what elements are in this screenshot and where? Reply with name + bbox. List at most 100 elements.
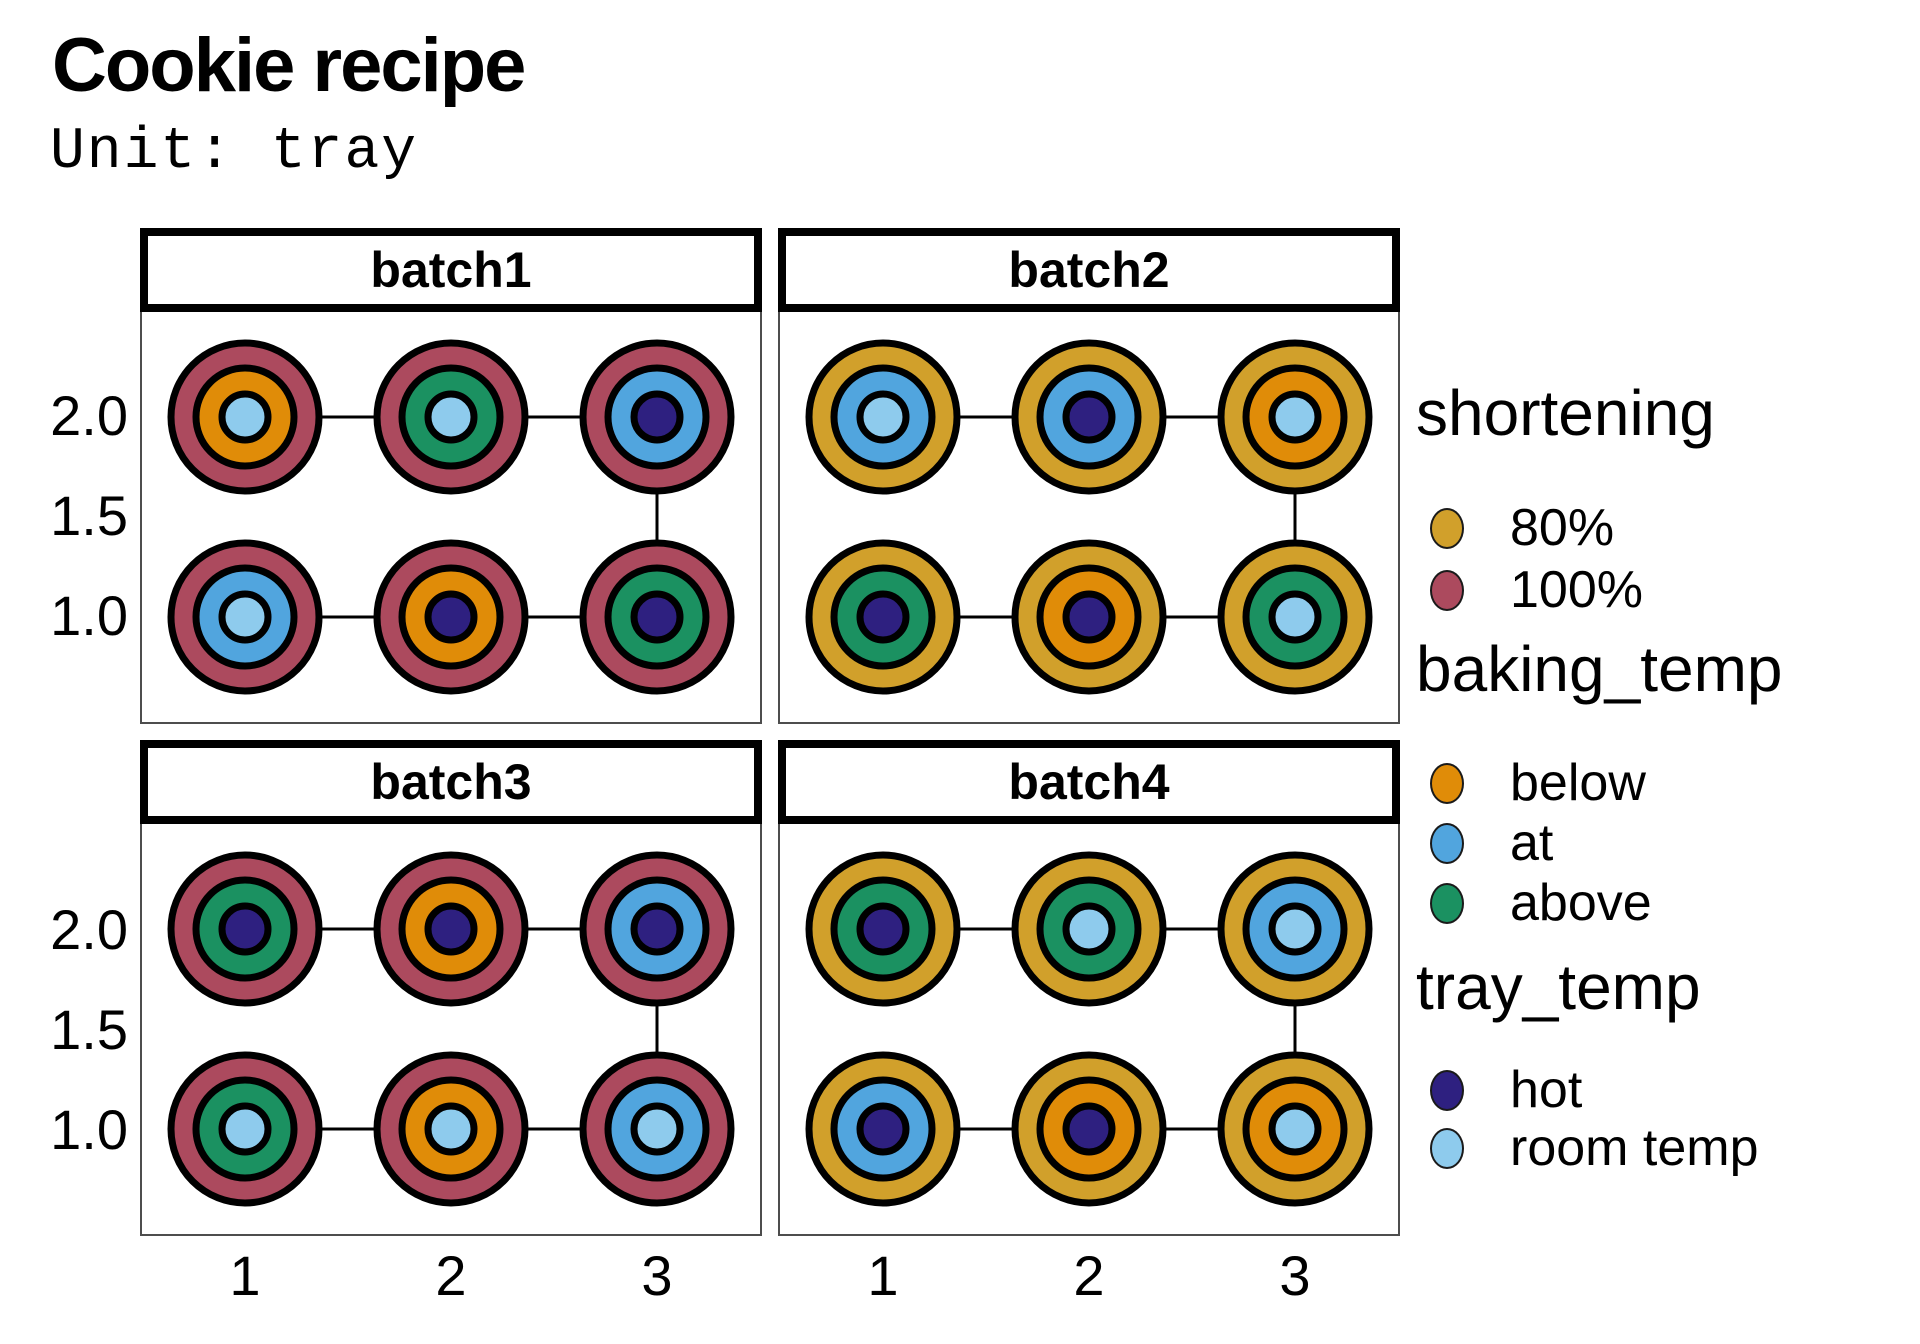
tray-temp-dot (856, 590, 910, 644)
tray-temp-dot (1268, 390, 1322, 444)
x-axis-tick-label: 1 (867, 1244, 899, 1307)
facet-strip: batch4 (778, 740, 1400, 824)
legend-item-label: room temp (1510, 1119, 1759, 1177)
design-point (167, 539, 323, 695)
tray-temp-dot (856, 390, 910, 444)
tray-temp-dot (630, 590, 684, 644)
tray-temp-dot (1062, 902, 1116, 956)
legend-color-dot (1430, 1069, 1464, 1111)
design-point (167, 339, 323, 495)
y-axis-tick-label: 2.0 (50, 898, 128, 961)
legend-item-label: 80% (1510, 499, 1615, 557)
facet-panel-batch3 (140, 824, 762, 1236)
y-axis-tick-label: 2.0 (50, 384, 128, 447)
legend-title-baking-temp: baking_temp (1416, 633, 1783, 705)
design-point (805, 339, 961, 495)
legend-color-dot (1430, 507, 1464, 549)
tray-temp-dot (856, 1102, 910, 1156)
y-axis-tick-label: 1.0 (50, 1098, 128, 1161)
legend-item: hot (1430, 1061, 1582, 1119)
tray-temp-dot (1062, 390, 1116, 444)
facet-batch4: batch4 (778, 740, 1400, 1236)
x-axis-tick-label: 2 (1073, 1244, 1105, 1307)
facet-strip-label: batch1 (370, 242, 532, 298)
design-point (373, 539, 529, 695)
design-point (1011, 851, 1167, 1007)
facet-strip: batch3 (140, 740, 762, 824)
legend-item: room temp (1430, 1119, 1759, 1177)
tray-temp-dot (424, 902, 478, 956)
x-axis-tick-label: 2 (435, 1244, 467, 1307)
facet-strip-label: batch3 (370, 754, 532, 810)
y-axis-tick-label: 1.0 (50, 584, 128, 647)
tray-temp-dot (1268, 1102, 1322, 1156)
legend-color-dot (1430, 1127, 1464, 1169)
facet-strip-label: batch4 (1008, 754, 1170, 810)
design-point (579, 539, 735, 695)
design-point (373, 851, 529, 1007)
design-point (579, 339, 735, 495)
tray-temp-dot (218, 590, 272, 644)
legend-color-dot (1430, 822, 1464, 864)
y-axis-tick-label: 1.5 (50, 998, 128, 1061)
design-point (1217, 339, 1373, 495)
tray-temp-dot (630, 1102, 684, 1156)
design-point (579, 1051, 735, 1207)
design-point (805, 539, 961, 695)
y-axis-tick-label: 1.5 (50, 484, 128, 547)
tray-temp-dot (218, 390, 272, 444)
facet-strip: batch2 (778, 228, 1400, 312)
legend-item-label: 100% (1510, 561, 1643, 619)
design-point (373, 339, 529, 495)
legend-item-label: below (1510, 754, 1646, 812)
legend-title-tray-temp: tray_temp (1416, 951, 1701, 1023)
x-axis-tick-label: 3 (1279, 1244, 1311, 1307)
legend-item: at (1430, 814, 1553, 872)
legend-item-label: above (1510, 874, 1652, 932)
tray-temp-dot (1268, 902, 1322, 956)
facet-strip-label: batch2 (1008, 242, 1170, 298)
facet-batch2: batch2 (778, 228, 1400, 724)
tray-temp-dot (424, 590, 478, 644)
design-point (1011, 1051, 1167, 1207)
chart-title: Cookie recipe (52, 23, 526, 108)
legend-item: 80% (1430, 499, 1614, 557)
facet-batch1: batch1 (140, 228, 762, 724)
tray-temp-dot (1268, 590, 1322, 644)
tray-temp-dot (1062, 590, 1116, 644)
facet-strip: batch1 (140, 228, 762, 312)
legend-item-label: at (1510, 814, 1554, 872)
tray-temp-dot (424, 1102, 478, 1156)
design-point (1217, 851, 1373, 1007)
design-point (579, 851, 735, 1007)
tray-temp-dot (424, 390, 478, 444)
tray-temp-dot (218, 1102, 272, 1156)
facet-panel-batch2 (778, 312, 1400, 724)
design-point (1011, 539, 1167, 695)
design-point (1217, 539, 1373, 695)
tray-temp-dot (218, 902, 272, 956)
facet-panel-batch1 (140, 312, 762, 724)
legend-item: below (1430, 754, 1646, 812)
legend-color-dot (1430, 569, 1464, 611)
design-point (167, 1051, 323, 1207)
design-point (805, 851, 961, 1007)
legend-item: above (1430, 874, 1652, 932)
facet-panel-batch4 (778, 824, 1400, 1236)
design-point (167, 851, 323, 1007)
tray-temp-dot (630, 902, 684, 956)
tray-temp-dot (1062, 1102, 1116, 1156)
chart-subtitle: Unit: tray (50, 120, 419, 185)
design-point (1011, 339, 1167, 495)
tray-temp-dot (856, 902, 910, 956)
legend-color-dot (1430, 882, 1464, 924)
design-point (805, 1051, 961, 1207)
legend-color-dot (1430, 762, 1464, 804)
tray-temp-dot (630, 390, 684, 444)
legend-item-label: hot (1510, 1061, 1583, 1119)
facet-batch3: batch3 (140, 740, 762, 1236)
x-axis-tick-label: 3 (641, 1244, 673, 1307)
design-point (1217, 1051, 1373, 1207)
legend-item: 100% (1430, 561, 1643, 619)
